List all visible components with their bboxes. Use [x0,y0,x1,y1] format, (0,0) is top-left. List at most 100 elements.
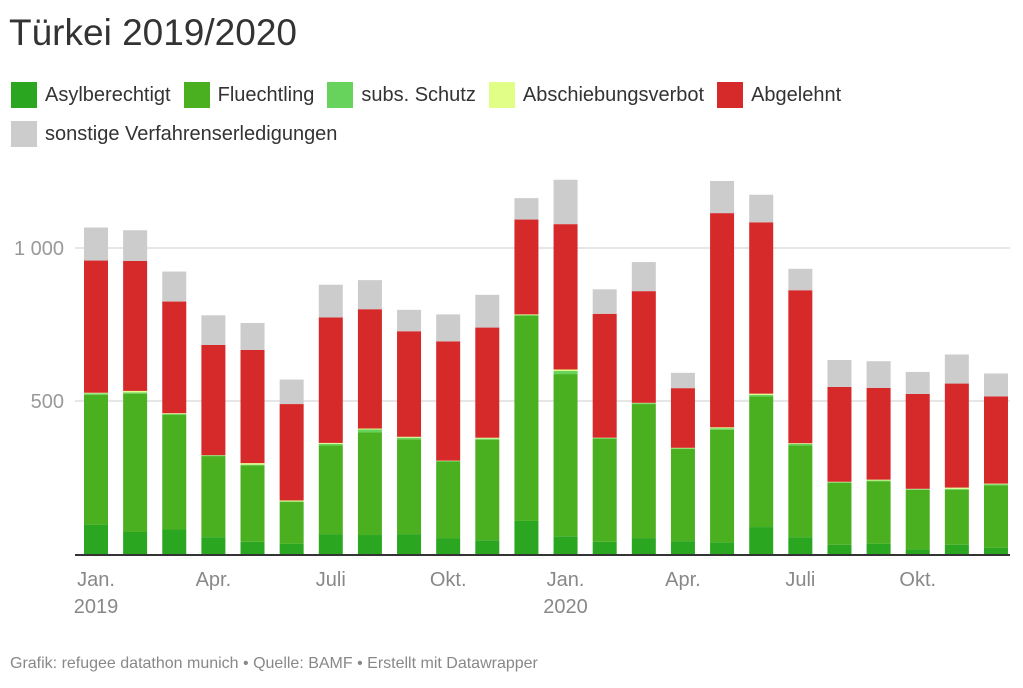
bar-segment-subs-schutz [905,489,930,490]
bar-segment-abschiebungsverbot [983,483,1008,485]
bar-segment-fluechtling [710,429,735,543]
bar-segment-sonstige-verfahrenserledigungen [905,371,930,394]
bar-segment-fluechtling [788,445,813,538]
bar-2020-04 [670,372,695,554]
bar-segment-sonstige-verfahrenserledigungen [397,309,422,332]
bar-segment-abschiebungsverbot [475,437,500,439]
bar-segment-abschiebungsverbot [397,436,422,438]
bar-segment-abschiebungsverbot [514,314,539,316]
legend-item-fluechtling: Fluechtling [183,79,314,111]
bar-segment-abgelehnt [592,313,617,438]
bar-segment-abschiebungsverbot [357,428,382,430]
bar-segment-abgelehnt [553,224,578,370]
bar-segment-abgelehnt [84,260,108,393]
bar-segment-asylberechtigt [162,529,187,554]
bar-2019-06 [279,379,304,554]
bar-segment-abgelehnt [788,290,813,444]
bar-segment-subs-schutz [357,429,382,433]
bar-segment-asylberechtigt [201,537,226,554]
bar-2019-12 [514,198,539,554]
bar-segment-asylberechtigt [357,535,382,554]
bar-2019-04 [201,315,226,554]
bar-2019-07 [318,284,343,554]
bar-segment-asylberechtigt [123,531,148,554]
bar-segment-sonstige-verfahrenserledigungen [201,315,226,346]
chart-title: Türkei 2019/2020 [9,12,297,53]
bar-segment-subs-schutz [866,480,891,482]
bar-segment-abgelehnt [240,349,265,464]
bar-segment-fluechtling [397,439,422,535]
bar-segment-subs-schutz [436,460,461,462]
bar-segment-abschiebungsverbot [749,393,774,395]
bar-segment-sonstige-verfahrenserledigungen [240,322,265,350]
bar-segment-fluechtling [436,461,461,539]
bar-segment-asylberechtigt [397,534,422,554]
bar-segment-sonstige-verfahrenserledigungen [553,179,578,225]
bar-segment-fluechtling [201,456,226,538]
bar-segment-abgelehnt [357,309,382,429]
legend-swatch [11,121,37,147]
bar-segment-subs-schutz [201,455,226,457]
bar-segment-sonstige-verfahrenserledigungen [749,194,774,223]
legend-swatch [183,82,210,108]
bar-segment-abgelehnt [905,393,930,489]
footer-credit: Grafik: refugee datathon munich • Quelle… [10,655,538,672]
bar-segment-fluechtling [514,315,539,521]
bar-segment-subs-schutz [162,413,187,415]
legend-label: sonstige Verfahrenserledigungen [45,123,338,145]
bar-2020-12 [983,373,1008,554]
bar-segment-subs-schutz [827,482,852,483]
bar-segment-abgelehnt [201,345,226,456]
bar-segment-fluechtling [240,465,265,542]
bar-2019-02 [123,230,148,554]
x-tick-label: Jan. [77,569,115,591]
bar-segment-sonstige-verfahrenserledigungen [670,372,695,389]
x-tick-label: Okt. [899,569,936,591]
bar-segment-abschiebungsverbot [162,413,187,414]
bar-segment-sonstige-verfahrenserledigungen [436,314,461,342]
bar-segment-fluechtling [905,489,930,550]
bar-segment-fluechtling [670,448,695,542]
bar-segment-subs-schutz [983,484,1008,486]
legend-swatch [717,82,744,108]
bar-segment-asylberechtigt [592,541,617,554]
bar-segment-sonstige-verfahrenserledigungen [788,268,813,291]
bar-segment-subs-schutz [84,393,108,395]
bar-segment-fluechtling [162,414,187,530]
bar-segment-asylberechtigt [631,538,656,554]
bar-segment-abgelehnt [670,388,695,448]
bar-segment-sonstige-verfahrenserledigungen [866,361,891,388]
legend-item-abgelehnt: Abgelehnt [717,79,841,111]
bar-segment-abgelehnt [631,291,656,403]
bar-segment-subs-schutz [397,437,422,440]
bar-segment-abschiebungsverbot [788,443,813,444]
x-tick-label: Juli [316,569,346,591]
bar-segment-abschiebungsverbot [240,463,265,465]
bar-2020-10 [905,371,930,554]
bar-segment-abgelehnt [866,387,891,480]
bar-2020-01 [553,179,578,554]
bar-segment-sonstige-verfahrenserledigungen [123,230,148,261]
legend-swatch [11,82,37,108]
bar-segment-fluechtling [944,489,969,545]
legend-label: Asylberechtigt [45,84,171,106]
bar-segment-fluechtling [475,439,500,541]
bar-segment-abschiebungsverbot [279,500,304,502]
x-tick-label: Juli [785,569,815,591]
bar-segment-subs-schutz [710,428,735,430]
legend-label: Abgelehnt [751,84,842,106]
bar-segment-sonstige-verfahrenserledigungen [944,354,969,384]
bar-2019-09 [397,309,422,554]
bar-segment-abgelehnt [475,327,500,438]
bar-segment-abgelehnt [944,383,969,488]
bar-segment-asylberechtigt [905,549,930,554]
bar-2020-08 [827,359,852,554]
bar-segment-asylberechtigt [983,547,1008,554]
bar-2019-08 [357,280,382,554]
bar-segment-fluechtling [318,445,343,535]
bar-2020-11 [944,354,969,554]
bar-segment-abgelehnt [514,219,539,315]
legend-item-asylberechtigt: Asylberechtigt [11,79,171,111]
legend-item-abschiebungsverbot: Abschiebungsverbot [488,79,704,111]
bar-segment-fluechtling [123,393,148,532]
